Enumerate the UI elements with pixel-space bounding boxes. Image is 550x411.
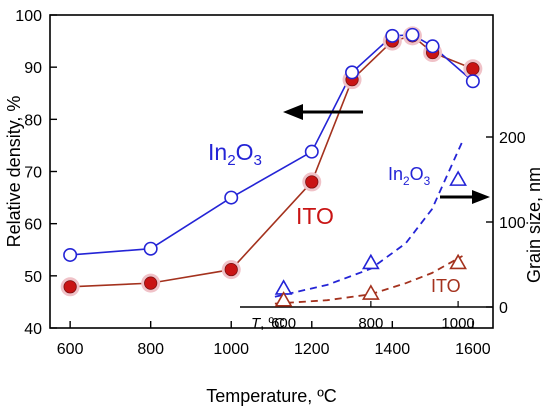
in2o3-point-1300 [345, 65, 360, 80]
in2o3-point-800 [143, 241, 158, 256]
ito-density-label: ITO [296, 203, 334, 229]
in2o3-point-1600 [465, 74, 480, 89]
ito-point-1000 [224, 262, 238, 277]
in2o3-grain-label-sub-3: 3 [424, 174, 431, 188]
inset-x-tick-label-800: 800 [358, 315, 383, 332]
ito-grain-point-600 [274, 291, 293, 307]
y-tick-label-100: 100 [15, 8, 42, 25]
in2o3-grain-point-800 [361, 253, 380, 270]
in2o3-point-1450 [405, 27, 420, 42]
y-tick-label-50: 50 [24, 269, 42, 286]
y-tick-label-90: 90 [24, 60, 42, 77]
x-axis-label: Temperature, ºC [206, 386, 337, 406]
in2o3-point-1500 [425, 39, 440, 54]
in2o3-grain-point-1000 [449, 170, 467, 186]
y-tick-label-80: 80 [24, 112, 42, 129]
in2o3-density-label-in: In [208, 139, 227, 165]
in2o3-density-label-o: O [236, 139, 254, 165]
left-axis-arrow-head [283, 104, 303, 120]
in2o3-grain-label-o: O [410, 164, 424, 184]
right-axis-arrow-head [472, 190, 490, 204]
right-axis-label: Grain size, nm [524, 167, 544, 283]
x-tick-label-1600: 1600 [455, 341, 491, 358]
x-tick-label-1400: 1400 [375, 341, 411, 358]
ito-grain-point-1000 [449, 253, 467, 270]
in2o3-density-label-sub-2: 2 [227, 152, 235, 169]
inset-x-axis-label: T, ºC [251, 315, 285, 332]
ito-density-line [70, 34, 474, 288]
y-tick-label-70: 70 [24, 165, 42, 182]
in2o3-grain-label-in: In [388, 164, 403, 184]
in2o3-point-1400 [385, 28, 400, 43]
in2o3-density-label-sub-3: 3 [254, 152, 262, 169]
in2o3-density-line [70, 34, 474, 256]
y-axis-label: Relative density, % [4, 96, 24, 248]
in2o3-density-label: In2O3 [208, 139, 262, 169]
x-tick-label-1000: 1000 [213, 341, 249, 358]
inset-x-tick-label-600: 600 [271, 315, 296, 332]
in2o3-point-600 [63, 247, 78, 262]
ito-point-600 [63, 280, 77, 294]
right-tick-label-200: 200 [499, 130, 526, 147]
x-tick-label-800: 800 [137, 341, 164, 358]
ito-point-1600 [466, 62, 480, 76]
x-tick-label-600: 600 [57, 341, 84, 358]
ito-grain-point-800 [361, 284, 380, 300]
in2o3-point-1000 [224, 190, 239, 205]
in2o3-grain-trend [274, 140, 464, 298]
inset-x-axis-label-unit: , ºC [260, 315, 285, 332]
in2o3-grain-label: In2O3 [388, 164, 431, 188]
plot-frame [49, 14, 494, 329]
right-tick-label-0: 0 [499, 300, 508, 317]
ito-grain-label: ITO [431, 276, 461, 296]
y-tick-label-60: 60 [24, 217, 42, 234]
ito-point-1200 [305, 175, 319, 189]
x-tick-label-1200: 1200 [294, 341, 330, 358]
inset-x-tick-label-1000: 1000 [441, 315, 474, 332]
ito-grain-trend [274, 255, 463, 305]
in2o3-grain-label-sub-2: 2 [403, 174, 410, 188]
y-tick-label-40: 40 [24, 321, 42, 338]
inset-x-axis-label-t: T [251, 315, 262, 332]
right-tick-label-100: 100 [499, 215, 526, 232]
in2o3-point-1200 [304, 144, 319, 159]
ito-point-800 [144, 276, 158, 290]
